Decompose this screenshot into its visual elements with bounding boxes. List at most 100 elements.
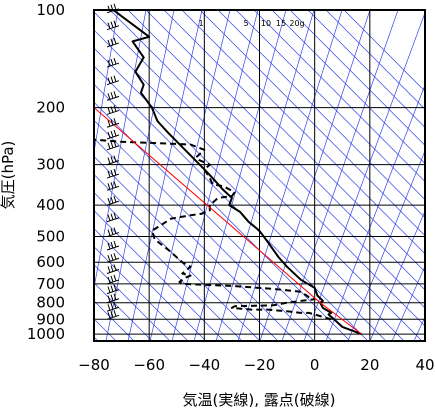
- dry-adiabat-line: [325, 10, 425, 110]
- wind-barb-flag: [110, 265, 114, 272]
- y-tick-label: 600: [36, 253, 65, 271]
- mixing-ratio-line: [171, 10, 259, 341]
- x-tick-labels: −80 −60 −40 −20 0 20 40: [78, 356, 434, 374]
- wind-barb-flag: [110, 275, 114, 283]
- wind-barb-flag: [113, 91, 117, 98]
- dry-adiabat-line: [307, 10, 425, 128]
- dry-adiabat-line: [271, 10, 425, 164]
- wind-barb-flag: [107, 242, 111, 250]
- wind-barb-flag: [110, 311, 114, 318]
- wind-barb-flag: [113, 20, 117, 27]
- wind-barb-flag: [107, 214, 111, 221]
- mixing-ratio-line: [94, 10, 119, 154]
- mixing-ratio-line: [391, 265, 425, 341]
- wind-barb-flag: [110, 294, 114, 301]
- wind-barb-flag: [110, 228, 114, 235]
- dry-adiabat-line: [94, 29, 405, 341]
- wind-barb-flag: [113, 168, 117, 176]
- mixing-ratio-label: 5: [243, 19, 248, 28]
- wind-barb-flag: [113, 293, 117, 300]
- y-tick-label: 200: [36, 99, 65, 117]
- dry-adiabat-line: [94, 282, 153, 341]
- dry-adiabat-line: [289, 10, 425, 146]
- mixing-ratio-line: [369, 210, 425, 341]
- wind-barb-flag: [110, 156, 114, 163]
- wind-barb-flag: [113, 195, 117, 203]
- wind-barb-flag: [110, 58, 114, 66]
- mixing-ratio-line: [105, 10, 175, 341]
- dry-adiabat-line: [94, 11, 423, 341]
- series-group: [94, 10, 362, 336]
- dry-adiabat-line: [145, 10, 425, 291]
- wind-barb-flag: [110, 285, 114, 292]
- x-tick-label: 20: [360, 356, 379, 374]
- y-tick-label: 1000: [27, 325, 65, 343]
- dry-adiabat-line: [94, 228, 207, 341]
- wind-barb-flag: [110, 241, 114, 249]
- wind-barb-flag: [107, 93, 111, 100]
- wind-barb-flag: [113, 155, 117, 162]
- wind-barb-flag: [107, 197, 111, 205]
- wind-barb-flag: [113, 274, 117, 282]
- wind-barb-flag: [110, 254, 114, 261]
- wind-barb-flag: [107, 276, 111, 284]
- y-tick-label: 100: [36, 1, 65, 19]
- wind-barb-flag: [113, 105, 117, 112]
- mixing-ratio-lines: [94, 10, 425, 341]
- wind-barb-flag: [107, 304, 111, 311]
- x-tick-label: 0: [310, 356, 320, 374]
- wind-barb-flag: [107, 107, 111, 114]
- dry-adiabat-line: [94, 192, 243, 341]
- wind-barbs: [106, 3, 120, 320]
- dry-adiabat-line: [343, 10, 425, 92]
- x-tick-label: 40: [415, 356, 434, 374]
- mixing-ratio-label: 1: [198, 19, 203, 28]
- wind-barb-flag: [113, 240, 117, 248]
- x-tick-label: −40: [189, 356, 221, 374]
- x-tick-label: −60: [133, 356, 165, 374]
- wind-barb-flag: [110, 141, 114, 148]
- mixing-ratio-line: [303, 11, 425, 341]
- wind-barb-flag: [113, 181, 117, 188]
- dry-adiabat-line: [127, 10, 425, 309]
- x-axis-title: 気温(実線), 露点(破線): [183, 391, 336, 409]
- wind-barb-flag: [113, 140, 117, 147]
- dry-adiabat-line: [94, 101, 333, 341]
- wind-barb-flag: [107, 266, 111, 273]
- wind-barb-flag: [113, 75, 117, 82]
- wind-barb-flag: [113, 57, 117, 65]
- wind-barb-flag: [107, 229, 111, 236]
- wind-barb-flag: [110, 303, 114, 310]
- wind-barb-flag: [113, 310, 117, 317]
- dry-adiabat-line: [253, 10, 425, 183]
- wind-barb-flag: [113, 129, 117, 137]
- wind-barb-flag: [107, 22, 111, 29]
- dry-adiabat-line: [94, 210, 225, 341]
- mixing-ratio-line: [149, 10, 231, 341]
- mixing-ratio-line: [215, 10, 315, 341]
- wind-barb-flag: [110, 196, 114, 204]
- dry-adiabat-line: [181, 10, 425, 255]
- wind-barb-flag: [113, 212, 117, 219]
- wind-barb-flag: [113, 302, 117, 309]
- wind-barb-flag: [107, 131, 111, 139]
- x-tick-label: −80: [78, 356, 110, 374]
- y-tick-label: 300: [36, 156, 65, 174]
- wind-barb-flag: [110, 76, 114, 83]
- wind-barb-flag: [107, 255, 111, 262]
- plot-frame: [93, 9, 426, 342]
- wind-barb-flag: [110, 169, 114, 177]
- wind-barb-flag: [113, 37, 117, 45]
- dry-adiabat-line: [217, 10, 425, 219]
- wind-barb-flag: [110, 106, 114, 113]
- wind-barb-flag: [110, 38, 114, 46]
- dry-adiabat-line: [94, 47, 387, 341]
- mixing-ratio-labels: 1 5 10 15 20g: [198, 19, 304, 28]
- wind-barb-flag: [107, 312, 111, 319]
- x-tick-label: −20: [244, 356, 276, 374]
- y-axis-title: 気圧(hPa): [0, 141, 17, 210]
- mixing-ratio-label: 10: [261, 19, 271, 28]
- wind-barb-flag: [113, 284, 117, 291]
- dry-adiabat-line: [109, 10, 425, 327]
